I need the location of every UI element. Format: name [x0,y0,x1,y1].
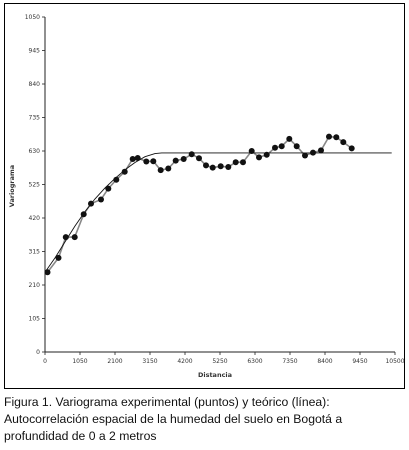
y-tick-label: 840 [29,81,41,88]
experimental-point [286,135,293,142]
x-tick-label: 10500 [385,358,404,365]
experimental-point [143,158,150,165]
experimental-point [105,185,112,192]
experimental-point [196,155,202,162]
experimental-point [225,164,232,170]
experimental-point [157,167,164,174]
y-tick-label: 0 [36,349,40,356]
experimental-point [302,152,308,159]
y-tick-label: 945 [29,48,41,55]
experimental-point [113,176,120,183]
experimental-point [165,165,172,172]
theoretical-series-line [44,152,392,273]
y-tick-label: 735 [29,115,41,122]
experimental-point [248,148,255,154]
experimental-point [129,156,136,162]
y-tick-label: 1050 [25,14,40,21]
y-tick-label: 315 [29,249,41,256]
experimental-point [172,157,179,164]
x-tick-label: 2100 [107,358,122,365]
x-tick-label: 9450 [352,358,367,365]
caption-line-2: Autocorrelación espacial de la humedad d… [4,412,343,426]
experimental-point [150,158,157,165]
y-axis-label: Variograma [8,165,16,207]
y-tick-label: 210 [29,282,41,289]
figure-caption: Figura 1. Variograma experimental (punto… [4,394,404,445]
experimental-point [348,145,355,152]
y-tick-label: 525 [29,182,41,189]
experimental-point [62,234,69,241]
experimental-point [88,200,94,207]
experimental-point [240,159,246,166]
x-tick-label: 1050 [72,358,87,365]
experimental-point [333,134,340,141]
experimental-point [217,163,224,170]
experimental-point [340,139,347,146]
x-axis-label: Distancia [198,371,232,379]
y-tick-label: 420 [29,215,41,222]
experimental-point [232,159,239,166]
x-tick-label: 0 [43,358,47,365]
experimental-point [44,269,51,276]
experimental-point [256,154,262,161]
x-tick-label: 4200 [177,358,192,365]
caption-line-3: profundidad de 0 a 2 metros [4,429,157,443]
x-tick-label: 5250 [212,358,227,365]
experimental-point [209,164,216,171]
experimental-point [263,151,270,158]
experimental-point [98,196,104,203]
experimental-point [71,234,78,241]
experimental-point [134,155,141,161]
experimental-point [180,156,187,162]
experimental-point [326,133,332,140]
experimental-point [310,149,316,156]
x-tick-label: 7350 [282,358,297,365]
experimental-point [55,254,62,261]
experimental-series-line [46,135,353,273]
experimental-point [121,168,128,175]
experimental-point [203,162,209,169]
y-tick-label: 630 [29,148,41,155]
experimental-point [278,143,285,150]
experimental-point [272,144,278,151]
experimental-point [188,151,195,158]
experimental-point [318,147,324,154]
x-tick-label: 3150 [142,358,157,365]
caption-line-1: Figura 1. Variograma experimental (punto… [4,395,330,409]
x-tick-label: 8400 [317,358,332,365]
experimental-point [293,143,300,150]
y-tick-label: 105 [29,316,41,323]
experimental-point [80,211,87,218]
figure-frame [4,3,405,389]
x-tick-label: 6300 [247,358,262,365]
